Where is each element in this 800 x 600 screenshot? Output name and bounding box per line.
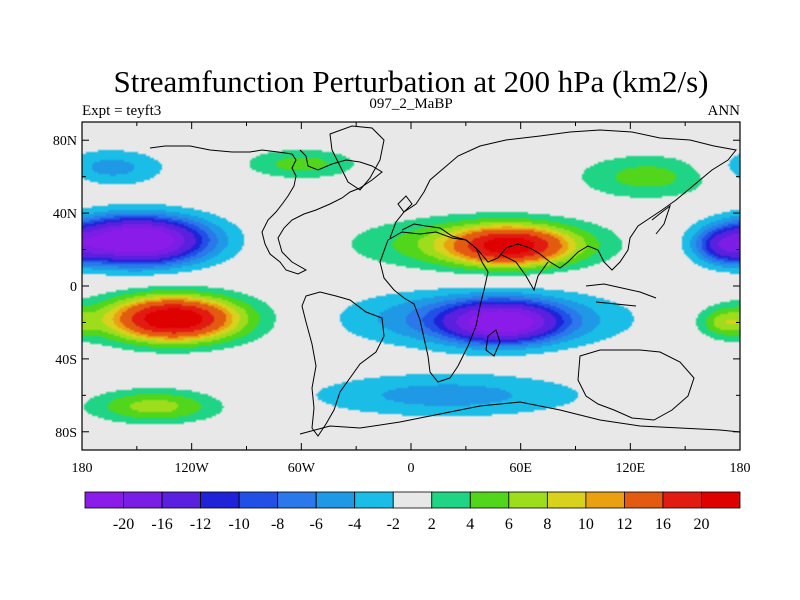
coastline-madagascar <box>485 329 501 357</box>
colorbar-label: -10 <box>228 516 249 533</box>
coastline-uk <box>397 195 413 213</box>
colorbar-swatch <box>469 491 510 509</box>
colorbar-label: 4 <box>466 516 474 533</box>
x-tick-label: 60W <box>288 461 316 476</box>
y-tick-label: 40N <box>53 207 77 222</box>
colorbar-label: 2 <box>428 516 436 533</box>
y-axis: 80N 40N 0 40S 80S <box>53 134 740 441</box>
coastline-africa <box>379 231 489 383</box>
colorbar-label: 6 <box>505 516 513 533</box>
x-axis: 180 120W 60W 0 60E 120E 180 <box>72 122 751 476</box>
colorbar-label: 16 <box>655 516 671 533</box>
x-tick-label: 180 <box>72 461 93 476</box>
coastline-greenland <box>329 125 385 191</box>
colorbar-swatch <box>277 491 317 509</box>
colorbar-label: 12 <box>616 516 632 533</box>
colorbar-swatch <box>238 491 279 509</box>
chart-title: Streamfunction Perturbation at 200 hPa (… <box>114 64 709 99</box>
colorbar-label: 8 <box>543 516 551 533</box>
colorbar-label: 10 <box>578 516 594 533</box>
colorbar-swatch <box>392 491 433 509</box>
coastline-india <box>499 253 549 292</box>
colorbar-swatch <box>624 491 664 509</box>
coastline-australia <box>577 349 695 421</box>
colorbar-label: -20 <box>113 516 134 533</box>
colorbar-label: -12 <box>190 516 211 533</box>
right-label: ANN <box>708 103 741 119</box>
colorbar-swatch <box>84 491 124 509</box>
colorbar-swatch <box>315 491 356 509</box>
y-tick-label: 0 <box>70 280 77 295</box>
colorbar-label: 20 <box>693 516 709 533</box>
coastlines <box>149 125 740 437</box>
colorbar-swatch <box>701 491 741 509</box>
x-tick-label: 180 <box>730 461 751 476</box>
colorbar-swatch <box>508 491 548 509</box>
y-tick-label: 40S <box>55 353 77 368</box>
colorbar-label: -16 <box>151 516 172 533</box>
colorbar-swatch <box>431 491 471 509</box>
colorbar-label: -2 <box>387 516 400 533</box>
colorbar-swatch <box>546 491 587 509</box>
colorbar-swatch <box>662 491 702 509</box>
coastline-south-america <box>301 291 385 437</box>
colorbar-label: -8 <box>271 516 284 533</box>
coastline-indonesia <box>585 283 657 307</box>
x-tick-label: 120E <box>616 461 646 476</box>
colorbar-swatch <box>161 491 201 509</box>
colorbar-swatch <box>123 491 163 509</box>
coastline-japan <box>651 204 671 235</box>
plot-area <box>81 121 741 451</box>
y-tick-label: 80S <box>55 426 77 441</box>
coastline-eurasia <box>389 129 737 271</box>
colorbar-swatch <box>354 491 394 509</box>
coastline-antarctica <box>299 401 740 435</box>
y-tick-label: 80N <box>53 134 77 149</box>
left-label: Expt = teyft3 <box>82 103 161 119</box>
colorbar-label: -4 <box>348 516 361 533</box>
contour-fill <box>82 122 740 450</box>
x-tick-label: 60E <box>509 461 532 476</box>
colorbar-label: -6 <box>310 516 323 533</box>
center-label: 097_2_MaBP <box>369 96 452 112</box>
x-tick-label: 120W <box>175 461 210 476</box>
colorbar-swatch <box>200 491 240 509</box>
colorbar: -20 -16 -12 -10 -8 -6 -4 -2 2 4 6 8 10 12 16 20 <box>84 491 741 533</box>
x-tick-label: 0 <box>408 461 415 476</box>
colorbar-swatch <box>585 491 625 509</box>
